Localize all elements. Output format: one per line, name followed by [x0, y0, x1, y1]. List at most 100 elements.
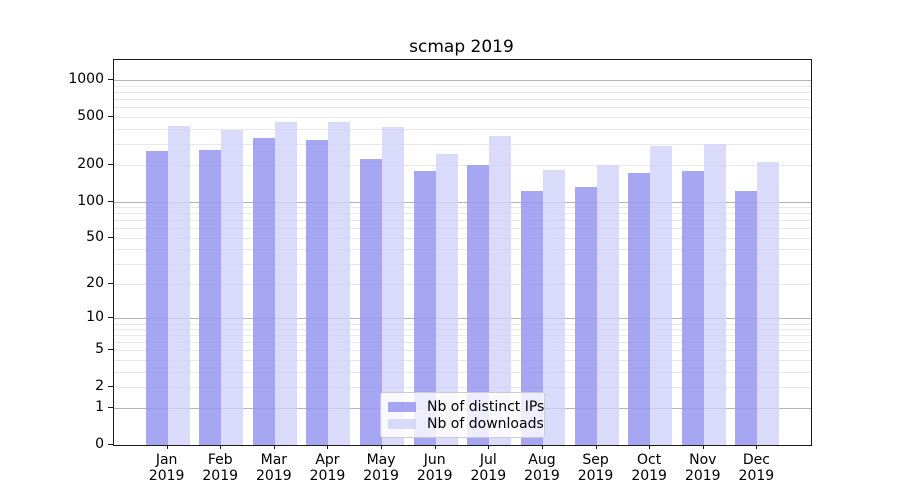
gridline-minor — [114, 350, 811, 352]
bar-downloads-jul — [489, 135, 512, 445]
y-tick-mark — [108, 317, 113, 319]
gridline-minor — [114, 207, 811, 208]
gridline-minor — [114, 335, 811, 337]
x-tick-month: Feb — [207, 452, 233, 468]
bar-downloads-sep — [596, 164, 619, 445]
gridline-minor — [114, 323, 811, 325]
x-tick-mark — [381, 445, 383, 449]
y-tick-mark — [108, 283, 113, 285]
y-tick-label: 5 — [95, 341, 104, 358]
y-tick-label: 10 — [86, 309, 104, 326]
gridline-major — [114, 201, 811, 203]
y-tick-mark — [108, 349, 113, 351]
y-tick-mark — [108, 236, 113, 238]
y-tick-mark — [108, 116, 113, 117]
y-tick-label: 20 — [86, 275, 104, 292]
x-tick-label-nov: Nov 2019 — [671, 452, 735, 484]
y-tick-mark — [108, 386, 113, 388]
gridline-minor — [114, 360, 811, 362]
x-tick-year: 2019 — [202, 468, 239, 484]
x-tick-mark — [595, 445, 597, 449]
gridline-minor — [114, 165, 811, 167]
x-tick-month: Jan — [155, 452, 178, 468]
bar-distinct-ips-feb — [199, 150, 222, 445]
bar-downloads-apr — [328, 122, 351, 445]
bar-distinct-ips-oct — [628, 173, 651, 445]
bar-distinct-ips-jul — [467, 165, 490, 445]
legend-item-downloads: Nb of downloads — [388, 416, 544, 434]
bar-distinct-ips-aug — [520, 191, 543, 445]
x-tick-month: May — [366, 452, 396, 468]
y-tick-label: 500 — [77, 108, 104, 124]
x-tick-label-dec: Dec 2019 — [724, 452, 788, 484]
legend: Nb of distinct IPs Nb of downloads — [380, 392, 545, 438]
y-tick-label: 1 — [95, 399, 104, 416]
y-tick-label: 50 — [86, 228, 104, 245]
gridline-minor — [114, 128, 811, 130]
x-tick-year: 2019 — [577, 468, 614, 484]
y-tick-label: 0 — [95, 436, 104, 452]
gridline-minor — [114, 228, 811, 230]
y-tick-mark — [108, 79, 113, 81]
bar-downloads-nov — [703, 144, 726, 445]
x-tick-year: 2019 — [148, 468, 185, 484]
gridline-minor — [114, 107, 811, 109]
bar-distinct-ips-sep — [574, 186, 597, 445]
y-tick-label: 1000 — [68, 71, 104, 88]
bar-distinct-ips-may — [360, 159, 383, 445]
legend-label-downloads: Nb of downloads — [427, 416, 544, 433]
x-tick-label-jun: Jun 2019 — [403, 452, 467, 484]
x-tick-month: Aug — [528, 452, 556, 468]
x-tick-mark — [756, 445, 758, 449]
gridline-major — [114, 318, 811, 320]
x-tick-mark — [166, 445, 168, 449]
bar-downloads-jun — [435, 153, 458, 445]
x-tick-year: 2019 — [738, 468, 775, 484]
y-tick-mark — [108, 444, 113, 445]
gridline-minor — [114, 117, 811, 118]
gridline-minor — [114, 329, 811, 331]
gridline-minor — [114, 284, 811, 286]
bar-distinct-ips-jun — [413, 171, 436, 445]
chart-title: scmap 2019 — [409, 37, 514, 57]
x-tick-month: Mar — [260, 452, 288, 468]
x-tick-label-may: May 2019 — [349, 452, 413, 484]
x-tick-month: Nov — [689, 452, 717, 468]
x-tick-month: Dec — [742, 452, 770, 468]
bar-downloads-jan — [167, 125, 190, 445]
bar-downloads-dec — [757, 161, 780, 445]
x-tick-mark — [541, 445, 543, 449]
plot-area: Nb of distinct IPs Nb of downloads — [113, 59, 812, 446]
gridline-major — [114, 80, 811, 82]
x-tick-label-mar: Mar 2019 — [242, 452, 306, 484]
bar-downloads-may — [382, 126, 405, 445]
x-tick-month: Sep — [582, 452, 609, 468]
x-tick-mark — [488, 445, 490, 449]
x-tick-month: Oct — [637, 452, 662, 468]
gridline-minor — [114, 143, 811, 145]
gridline-minor — [114, 371, 811, 373]
y-tick-mark — [108, 200, 113, 202]
x-tick-year: 2019 — [309, 468, 346, 484]
x-tick-month: Jun — [423, 452, 446, 468]
gridline-minor — [114, 237, 811, 239]
bar-downloads-feb — [221, 129, 244, 445]
x-tick-label-sep: Sep 2019 — [564, 452, 628, 484]
x-tick-year: 2019 — [631, 468, 667, 484]
x-tick-year: 2019 — [470, 468, 507, 484]
x-tick-mark — [702, 445, 704, 449]
gridline-minor — [114, 213, 811, 215]
bar-distinct-ips-jan — [145, 151, 168, 445]
bar-downloads-oct — [650, 145, 673, 445]
gridline-minor — [114, 220, 811, 222]
x-tick-year: 2019 — [416, 468, 453, 484]
x-tick-mark — [327, 445, 329, 449]
x-tick-label-apr: Apr 2019 — [295, 452, 359, 484]
x-tick-year: 2019 — [256, 468, 292, 484]
x-tick-label-feb: Feb 2019 — [188, 452, 252, 484]
x-tick-label-jul: Jul 2019 — [456, 452, 520, 484]
gridline-minor — [114, 249, 811, 251]
bar-downloads-aug — [542, 169, 565, 445]
bar-distinct-ips-nov — [681, 170, 704, 445]
